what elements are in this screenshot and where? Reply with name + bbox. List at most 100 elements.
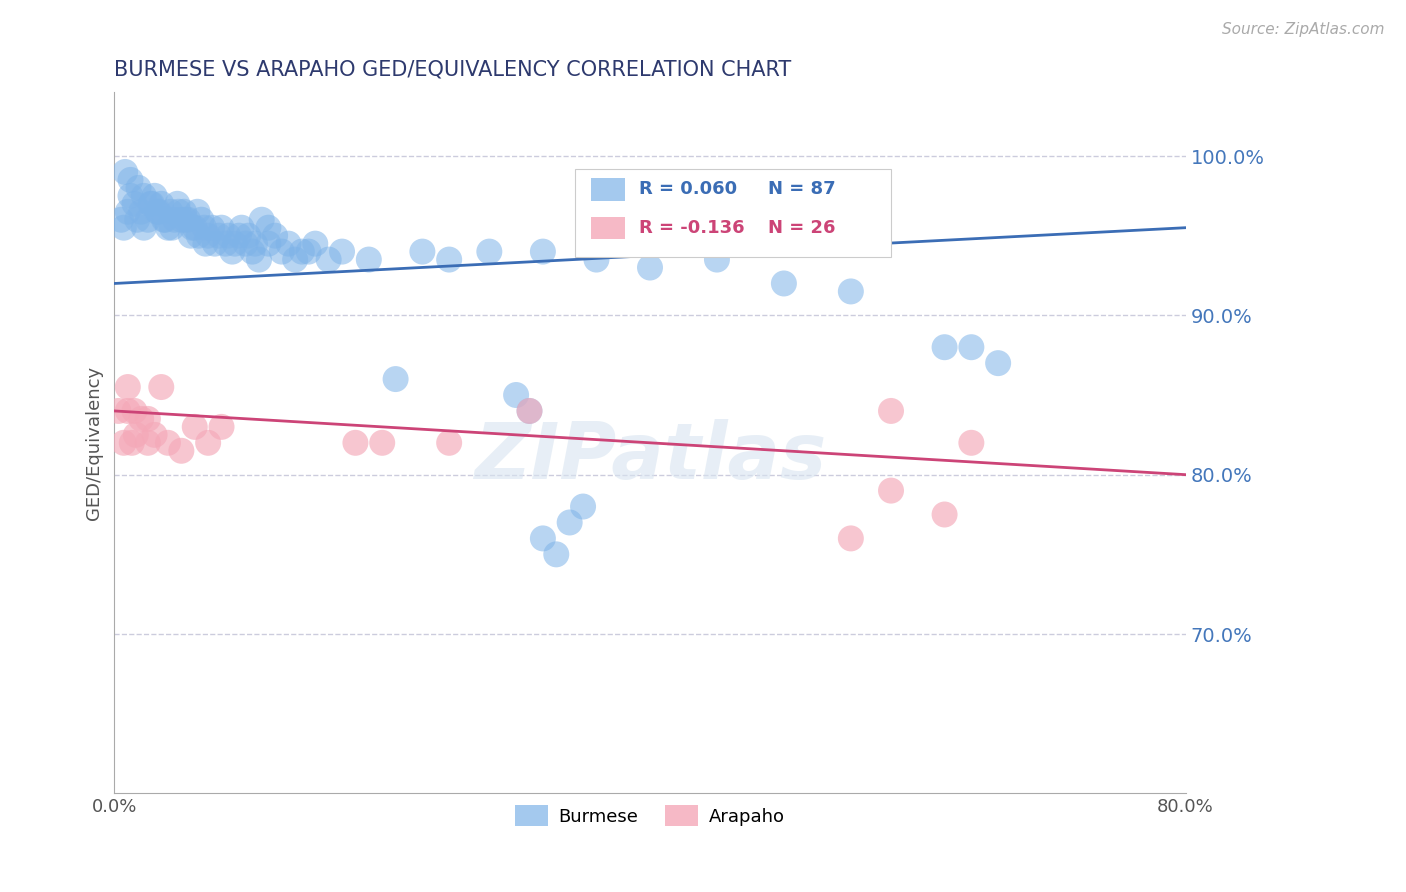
Bar [591, 217, 626, 239]
Point [572, 500, 595, 514]
Point [318, 252, 340, 267]
Point [129, 204, 152, 219]
Point [184, 420, 207, 434]
Point [174, 212, 197, 227]
Point [201, 220, 224, 235]
Point [128, 181, 150, 195]
Point [880, 404, 903, 418]
Point [437, 252, 460, 267]
Point [166, 196, 188, 211]
Text: R = 0.060: R = 0.060 [640, 180, 737, 198]
Point [155, 212, 177, 227]
Point [238, 228, 260, 243]
Y-axis label: GED/Equivalency: GED/Equivalency [86, 366, 103, 520]
Point [150, 380, 173, 394]
Point [112, 435, 135, 450]
Point [150, 196, 173, 211]
Point [214, 236, 236, 251]
Point [117, 380, 139, 394]
Point [163, 212, 186, 227]
Point [193, 220, 215, 235]
Point [585, 252, 607, 267]
Point [371, 435, 394, 450]
Point [127, 212, 149, 227]
Point [153, 212, 176, 227]
Point [184, 220, 207, 235]
Point [257, 220, 280, 235]
Point [159, 204, 181, 219]
Point [121, 435, 143, 450]
Point [143, 189, 166, 203]
Point [136, 412, 159, 426]
Point [839, 532, 862, 546]
Point [330, 244, 353, 259]
Point [129, 412, 152, 426]
Point [139, 196, 162, 211]
Point [156, 220, 179, 235]
Point [228, 228, 250, 243]
Point [107, 404, 129, 418]
Point [706, 252, 728, 267]
Point [167, 204, 190, 219]
Point [141, 196, 163, 211]
Point [934, 340, 956, 354]
Point [197, 435, 219, 450]
Point [132, 220, 155, 235]
Point [519, 404, 541, 418]
Point [638, 260, 661, 275]
Point [558, 516, 581, 530]
Point [211, 220, 233, 235]
Point [211, 420, 233, 434]
Point [284, 252, 307, 267]
Point [235, 236, 257, 251]
Point [384, 372, 406, 386]
Point [217, 228, 239, 243]
Point [194, 236, 217, 251]
Point [531, 532, 554, 546]
Point [243, 236, 266, 251]
Text: N = 26: N = 26 [768, 219, 835, 237]
Text: ZIPatlas: ZIPatlas [474, 419, 827, 495]
Point [531, 244, 554, 259]
Point [357, 252, 380, 267]
Point [773, 277, 796, 291]
Point [270, 244, 292, 259]
Point [136, 212, 159, 227]
Point [180, 228, 202, 243]
Point [437, 435, 460, 450]
Point [117, 204, 139, 219]
Point [839, 285, 862, 299]
Point [304, 236, 326, 251]
Point [114, 165, 136, 179]
Point [344, 435, 367, 450]
Point [264, 228, 287, 243]
Point [987, 356, 1010, 370]
Point [177, 212, 200, 227]
Point [291, 244, 314, 259]
Point [240, 244, 263, 259]
Point [880, 483, 903, 498]
Point [132, 189, 155, 203]
Point [160, 220, 183, 235]
Point [505, 388, 527, 402]
Text: Source: ZipAtlas.com: Source: ZipAtlas.com [1222, 22, 1385, 37]
Point [224, 236, 246, 251]
Point [120, 189, 142, 203]
Point [960, 435, 983, 450]
Point [250, 212, 273, 227]
Point [117, 404, 139, 418]
Point [208, 228, 231, 243]
Point [156, 435, 179, 450]
Point [110, 212, 132, 227]
Point [411, 244, 433, 259]
Point [181, 220, 204, 235]
Point [146, 204, 169, 219]
Point [112, 220, 135, 235]
Point [247, 252, 270, 267]
Point [297, 244, 319, 259]
Point [186, 204, 208, 219]
Point [257, 236, 280, 251]
Bar [591, 178, 626, 201]
Point [277, 236, 299, 251]
Point [125, 427, 148, 442]
